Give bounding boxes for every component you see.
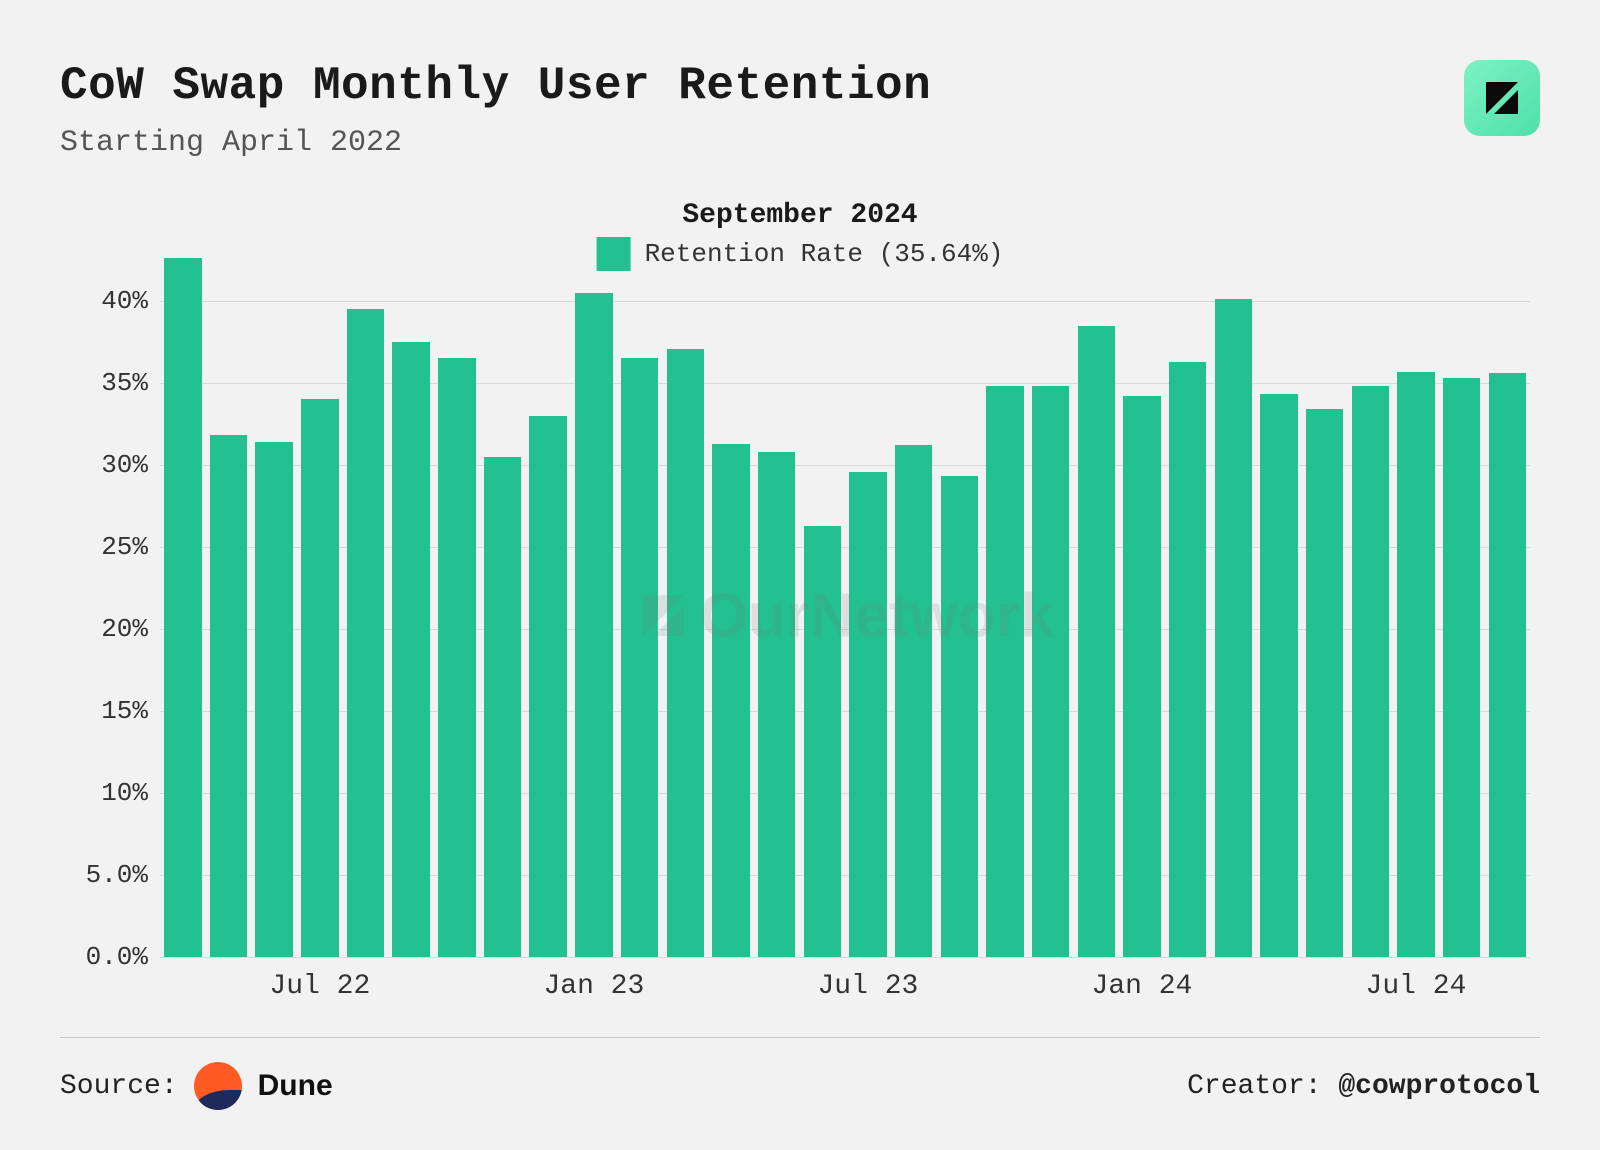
y-axis-label: 35% xyxy=(101,368,148,398)
bar xyxy=(804,526,841,957)
bar-slot xyxy=(206,260,252,957)
chart-title: CoW Swap Monthly User Retention xyxy=(60,60,931,112)
bar-slot xyxy=(1256,260,1302,957)
footer: Source: Dune Creator: @cowprotocol xyxy=(60,1037,1540,1110)
gridline xyxy=(160,957,1530,958)
source-block: Source: Dune xyxy=(60,1062,333,1110)
bar xyxy=(1123,396,1160,957)
bar-slot xyxy=(480,260,526,957)
y-axis-label: 10% xyxy=(101,778,148,808)
bar xyxy=(1443,378,1480,957)
bar xyxy=(621,358,658,957)
bar xyxy=(484,457,521,957)
bar xyxy=(575,293,612,957)
bar xyxy=(1032,386,1069,957)
bar xyxy=(941,476,978,957)
bar-slot xyxy=(1347,260,1393,957)
y-axis-label: 30% xyxy=(101,450,148,480)
plot-region: 0.0%5.0%10%15%20%25%30%35%40% Jul 22Jan … xyxy=(160,260,1530,957)
bar-slot xyxy=(1073,260,1119,957)
bar xyxy=(1169,362,1206,957)
bar-slot xyxy=(708,260,754,957)
bar-slot xyxy=(1302,260,1348,957)
bar-slot xyxy=(799,260,845,957)
y-axis-label: 15% xyxy=(101,696,148,726)
dune-logo-icon xyxy=(194,1062,242,1110)
bar xyxy=(347,309,384,957)
bar xyxy=(301,399,338,957)
source-label: Source: xyxy=(60,1071,178,1102)
bar xyxy=(392,342,429,957)
bar xyxy=(255,442,292,957)
bar-slot: Jul 24 xyxy=(1393,260,1439,957)
bar xyxy=(438,358,475,957)
bar-slot xyxy=(754,260,800,957)
bar-slot xyxy=(160,260,206,957)
bar xyxy=(1352,386,1389,957)
bar xyxy=(986,386,1023,957)
bar-slot xyxy=(1165,260,1211,957)
bar-slot xyxy=(343,260,389,957)
bar xyxy=(758,452,795,957)
y-axis-label: 0.0% xyxy=(86,942,148,972)
x-axis-label: Jul 22 xyxy=(269,971,370,1002)
x-axis-label: Jan 23 xyxy=(543,971,644,1002)
bar xyxy=(210,435,247,957)
bar-slot: Jul 23 xyxy=(845,260,891,957)
bar-slot xyxy=(1439,260,1485,957)
header: CoW Swap Monthly User Retention Starting… xyxy=(60,60,1540,160)
chart-subtitle: Starting April 2022 xyxy=(60,126,931,160)
x-axis-label: Jul 24 xyxy=(1366,971,1467,1002)
bar xyxy=(1215,299,1252,957)
brand-logo-icon xyxy=(1464,60,1540,136)
creator-label: Creator: xyxy=(1187,1071,1321,1102)
bar-slot xyxy=(525,260,571,957)
y-axis-label: 25% xyxy=(101,532,148,562)
bar-slot xyxy=(891,260,937,957)
bars-container: Jul 22 Jan 23 Jul 23 Jan 24 Jul 24 xyxy=(160,260,1530,957)
bar xyxy=(1489,373,1526,957)
creator-block: Creator: @cowprotocol xyxy=(1187,1071,1540,1102)
y-axis-label: 40% xyxy=(101,286,148,316)
bar xyxy=(667,349,704,957)
bar xyxy=(712,444,749,957)
bar xyxy=(1306,409,1343,957)
bar-slot xyxy=(1484,260,1530,957)
title-block: CoW Swap Monthly User Retention Starting… xyxy=(60,60,931,160)
bar-slot xyxy=(388,260,434,957)
bar-slot xyxy=(936,260,982,957)
x-axis-label: Jul 23 xyxy=(817,971,918,1002)
y-axis-label: 20% xyxy=(101,614,148,644)
bar xyxy=(895,445,932,957)
bar-slot xyxy=(1210,260,1256,957)
chart-area: September 2024 Retention Rate (35.64%) 0… xyxy=(60,200,1540,1037)
bar-slot: Jan 24 xyxy=(1119,260,1165,957)
bar xyxy=(1397,372,1434,957)
bar xyxy=(1078,326,1115,957)
bar-slot xyxy=(662,260,708,957)
bar xyxy=(1260,394,1297,957)
bar-slot: Jul 22 xyxy=(297,260,343,957)
bar xyxy=(529,416,566,957)
bar-slot xyxy=(251,260,297,957)
x-axis-label: Jan 24 xyxy=(1092,971,1193,1002)
bar xyxy=(849,472,886,957)
bar-slot xyxy=(434,260,480,957)
bar xyxy=(164,258,201,957)
bar-slot xyxy=(1028,260,1074,957)
creator-handle: @cowprotocol xyxy=(1338,1071,1540,1102)
bar-slot xyxy=(617,260,663,957)
bar-slot xyxy=(982,260,1028,957)
bar-slot: Jan 23 xyxy=(571,260,617,957)
source-name: Dune xyxy=(258,1069,333,1103)
y-axis-label: 5.0% xyxy=(86,860,148,890)
legend-title: September 2024 xyxy=(597,200,1004,231)
